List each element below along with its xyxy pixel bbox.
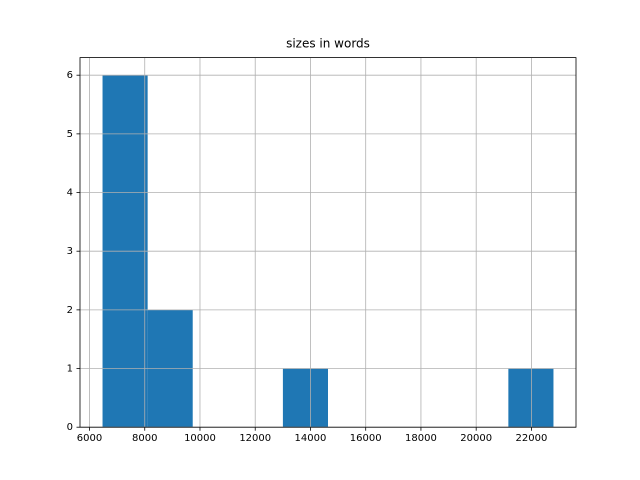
x-tick-label: 18000	[405, 433, 437, 444]
x-tick-label: 16000	[350, 433, 382, 444]
x-tick-label: 20000	[460, 433, 492, 444]
chart-title: sizes in words	[286, 37, 370, 51]
y-tick-label: 4	[67, 188, 73, 199]
x-tick-label: 22000	[516, 433, 548, 444]
bar	[282, 368, 328, 428]
y-tick-label: 6	[67, 70, 73, 81]
y-tick-label: 1	[67, 364, 73, 375]
y-tick-label: 0	[67, 422, 73, 433]
x-tick-label: 6000	[77, 433, 102, 444]
y-tick-label: 3	[67, 246, 73, 257]
bar	[508, 368, 554, 428]
x-tick-label: 12000	[239, 433, 271, 444]
x-tick-label: 14000	[295, 433, 327, 444]
y-tick-label: 2	[67, 305, 73, 316]
axes-frame	[79, 57, 577, 428]
y-tick-label: 5	[67, 129, 73, 140]
x-tick-label: 10000	[184, 433, 216, 444]
x-tick-label: 8000	[132, 433, 157, 444]
